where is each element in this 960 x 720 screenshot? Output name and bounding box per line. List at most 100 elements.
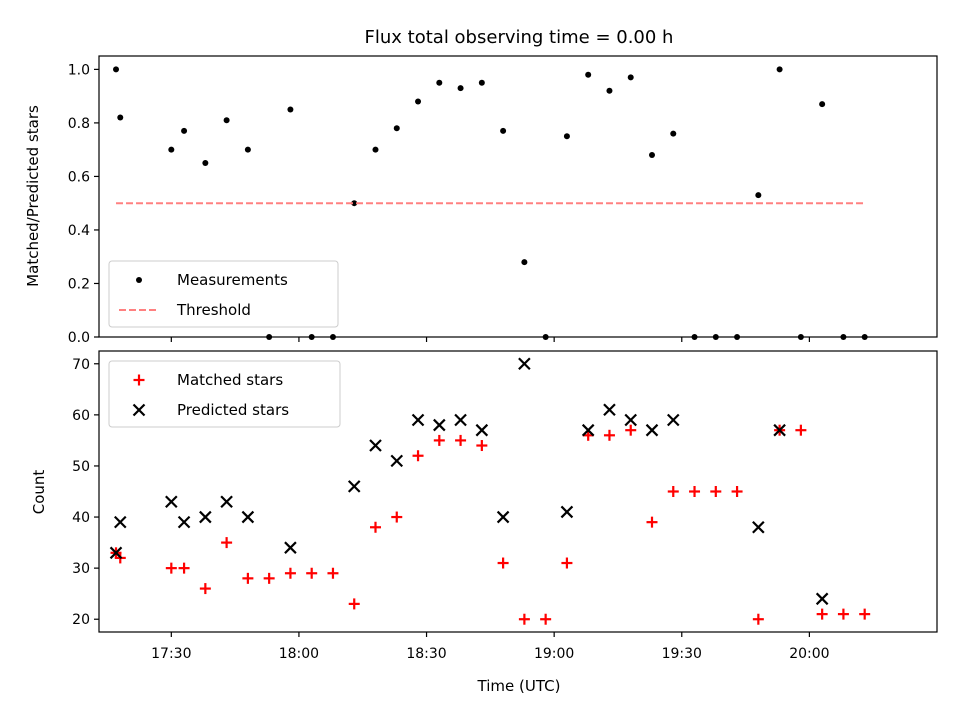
predicted-point <box>518 357 531 371</box>
top-panel: 0.0 0.2 0.4 0.6 0.8 1.0 Measurements Threshold <box>68 55 938 346</box>
predicted-point <box>773 423 786 437</box>
predicted-point <box>199 510 212 524</box>
legend-label: Predicted stars <box>177 401 289 419</box>
matched-point <box>689 486 701 497</box>
matched-point <box>284 567 296 579</box>
x-b <box>454 413 467 427</box>
y-tick-label: 1.0 <box>68 62 90 78</box>
y-tick-label: 30 <box>72 561 90 577</box>
x-b <box>624 413 638 427</box>
matched-point <box>497 557 509 569</box>
matched-point <box>646 516 658 528</box>
x-b <box>666 413 680 427</box>
measurement-point <box>223 117 230 124</box>
legend-measurement-swatch <box>136 277 142 283</box>
measurement-point <box>372 146 379 153</box>
measurement-point <box>521 259 528 266</box>
predicted-point <box>603 403 616 417</box>
x-axis-label: Time (UTC) <box>477 677 561 695</box>
matched-point <box>263 572 275 584</box>
x-b <box>113 515 127 529</box>
predicted-point <box>581 423 595 437</box>
x-b <box>369 439 382 452</box>
matched-point <box>710 486 722 497</box>
x-b <box>220 495 233 508</box>
x-tick-label: 19:30 <box>662 646 702 662</box>
predicted-point <box>645 423 659 437</box>
matched-point <box>518 613 530 625</box>
matched-point <box>433 434 445 446</box>
predicted-point <box>109 546 123 560</box>
measurement-point <box>670 130 677 137</box>
matched-point <box>178 562 190 574</box>
measurement-point <box>436 79 443 86</box>
predicted-point <box>390 454 404 468</box>
predicted-point <box>241 510 255 524</box>
x-b <box>773 423 786 437</box>
legend-label: Matched stars <box>177 371 283 389</box>
x-b <box>603 403 616 417</box>
predicted-point <box>177 515 191 529</box>
y-tick-label: 70 <box>72 357 90 373</box>
measurement-point <box>168 146 175 153</box>
matched-point <box>795 424 807 436</box>
measurement-point <box>627 74 634 81</box>
predicted-point <box>666 413 680 427</box>
legend: Matched stars Predicted stars <box>108 360 341 428</box>
x-b <box>199 510 212 524</box>
y-tick-label: 0.6 <box>68 169 90 185</box>
y-tick-label: 0.8 <box>68 116 90 132</box>
x-b <box>645 423 659 437</box>
x-b <box>347 480 361 493</box>
plot-frame <box>98 55 938 338</box>
matched-point <box>327 567 339 579</box>
x-b <box>177 515 191 529</box>
matched-point <box>603 429 615 441</box>
measurement-point <box>755 192 762 199</box>
x-b <box>433 418 446 432</box>
y-tick-label: 20 <box>72 612 90 628</box>
matched-point <box>476 440 488 452</box>
x-b <box>518 357 531 371</box>
measurement-point <box>415 98 422 105</box>
chart-title: Flux total observing time = 0.00 h <box>365 27 674 48</box>
x-b <box>560 505 574 519</box>
matched-point <box>731 486 743 497</box>
predicted-point <box>411 413 425 427</box>
measurement-point <box>244 146 251 153</box>
predicted-point <box>220 495 233 508</box>
matched-point <box>752 613 764 625</box>
x-tick-label: 18:00 <box>279 646 319 662</box>
matched-point <box>369 521 381 533</box>
legend-box <box>108 360 341 428</box>
plot-frame <box>98 350 938 633</box>
x-b <box>241 510 255 524</box>
predicted-point <box>752 520 765 534</box>
legend: Measurements Threshold <box>108 260 339 328</box>
predicted-point <box>475 423 489 437</box>
bottom-panel: 20 30 40 50 60 70 17:30 18:00 18:30 19:00 19:30 20:… <box>72 350 938 662</box>
matched-point <box>199 583 211 595</box>
matched-point <box>348 598 360 610</box>
measurement-point <box>457 85 464 92</box>
x-b <box>284 541 297 554</box>
y-tick-label: 60 <box>72 408 90 424</box>
predicted-point <box>454 413 467 427</box>
measurement-point <box>287 106 294 113</box>
legend-label: Measurements <box>177 271 288 289</box>
x-b <box>752 520 765 534</box>
x-b <box>815 592 829 606</box>
y-tick-label: 40 <box>72 510 90 526</box>
y-tick-label: 0.0 <box>68 330 90 346</box>
matched-point <box>221 537 233 549</box>
x-b <box>109 546 123 560</box>
measurement-point <box>500 127 507 134</box>
matched-point <box>561 557 573 569</box>
measurement-point <box>181 127 188 134</box>
legend-label: Threshold <box>176 301 251 319</box>
measurement-point <box>478 79 485 86</box>
measurement-point <box>393 125 400 132</box>
predicted-point <box>815 592 829 606</box>
predicted-point <box>560 505 574 519</box>
x-b <box>475 423 489 437</box>
